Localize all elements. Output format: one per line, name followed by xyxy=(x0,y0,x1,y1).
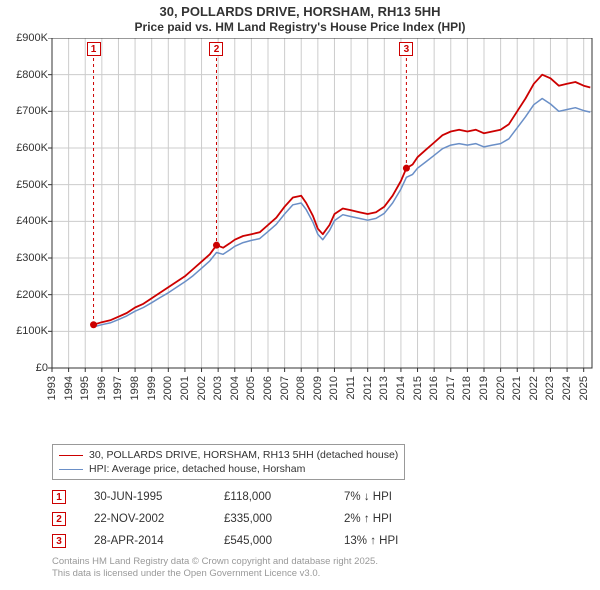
x-axis-tick-label: 2019 xyxy=(478,376,490,400)
chart-svg xyxy=(0,38,600,408)
x-axis-tick-label: 2008 xyxy=(295,376,307,400)
x-axis-tick-label: 1997 xyxy=(112,376,124,400)
x-axis-tick-label: 2014 xyxy=(395,376,407,400)
sale-price: £335,000 xyxy=(224,513,344,525)
x-axis-tick-label: 2025 xyxy=(578,376,590,400)
legend-swatch xyxy=(59,469,83,470)
sale-date: 30-JUN-1995 xyxy=(94,491,224,503)
x-axis-tick-label: 2018 xyxy=(461,376,473,400)
sale-price: £118,000 xyxy=(224,491,344,503)
x-axis-tick-label: 1996 xyxy=(96,376,108,400)
chart-subtitle: Price paid vs. HM Land Registry's House … xyxy=(0,20,600,34)
y-axis-tick-label: £100K xyxy=(4,325,48,337)
x-axis-tick-label: 2015 xyxy=(412,376,424,400)
y-axis-tick-label: £300K xyxy=(4,252,48,264)
sale-row-marker: 2 xyxy=(52,512,66,526)
x-axis-tick-label: 2001 xyxy=(179,376,191,400)
legend-item: HPI: Average price, detached house, Hors… xyxy=(59,462,398,476)
x-axis-tick-label: 2016 xyxy=(428,376,440,400)
sale-price: £545,000 xyxy=(224,535,344,547)
x-axis-tick-label: 2009 xyxy=(312,376,324,400)
copyright-line: This data is licensed under the Open Gov… xyxy=(52,568,378,580)
x-axis-tick-label: 2024 xyxy=(561,376,573,400)
x-axis-tick-label: 2017 xyxy=(445,376,457,400)
sale-hpi-diff: 7% ↓ HPI xyxy=(344,491,464,503)
x-axis-tick-label: 2002 xyxy=(196,376,208,400)
chart-titles: 30, POLLARDS DRIVE, HORSHAM, RH13 5HH Pr… xyxy=(0,0,600,34)
sale-marker-dot xyxy=(403,165,410,172)
x-axis-tick-label: 2013 xyxy=(378,376,390,400)
sale-date: 22-NOV-2002 xyxy=(94,513,224,525)
x-axis-tick-label: 2000 xyxy=(162,376,174,400)
y-axis-tick-label: £400K xyxy=(4,215,48,227)
sale-hpi-diff: 13% ↑ HPI xyxy=(344,535,464,547)
x-axis-tick-label: 1998 xyxy=(129,376,141,400)
y-axis-tick-label: £200K xyxy=(4,289,48,301)
legend-label: 30, POLLARDS DRIVE, HORSHAM, RH13 5HH (d… xyxy=(89,449,398,461)
copyright-notice: Contains HM Land Registry data © Crown c… xyxy=(52,556,378,580)
x-axis-tick-label: 1994 xyxy=(63,376,75,400)
chart-container: { "title": "30, POLLARDS DRIVE, HORSHAM,… xyxy=(0,0,600,590)
x-axis-tick-label: 2020 xyxy=(495,376,507,400)
sale-row-marker: 1 xyxy=(52,490,66,504)
x-axis-tick-label: 1999 xyxy=(146,376,158,400)
x-axis-tick-label: 2012 xyxy=(362,376,374,400)
y-axis-tick-label: £0 xyxy=(4,362,48,374)
sale-row: 3 28-APR-2014£545,00013% ↑ HPI xyxy=(52,530,464,552)
sale-date: 28-APR-2014 xyxy=(94,535,224,547)
x-axis-tick-label: 2003 xyxy=(212,376,224,400)
sale-marker-dot xyxy=(213,242,220,249)
y-axis-tick-label: £800K xyxy=(4,69,48,81)
x-axis-tick-label: 2011 xyxy=(345,376,357,400)
x-axis-tick-label: 2007 xyxy=(279,376,291,400)
sale-marker-label: 3 xyxy=(399,42,413,56)
sale-row: 2 22-NOV-2002£335,0002% ↑ HPI xyxy=(52,508,464,530)
x-axis-tick-label: 2022 xyxy=(528,376,540,400)
plot-border xyxy=(52,38,592,368)
y-axis-tick-label: £900K xyxy=(4,32,48,44)
sales-table: 1 30-JUN-1995£118,0007% ↓ HPI 2 22-NOV-2002… xyxy=(52,486,464,552)
sale-row: 1 30-JUN-1995£118,0007% ↓ HPI xyxy=(52,486,464,508)
x-axis-tick-label: 2021 xyxy=(511,376,523,400)
legend: 30, POLLARDS DRIVE, HORSHAM, RH13 5HH (d… xyxy=(52,444,405,480)
y-axis-tick-label: £500K xyxy=(4,179,48,191)
copyright-line: Contains HM Land Registry data © Crown c… xyxy=(52,556,378,568)
sale-hpi-diff: 2% ↑ HPI xyxy=(344,513,464,525)
x-axis-tick-label: 2010 xyxy=(328,376,340,400)
x-axis-tick-label: 2004 xyxy=(229,376,241,400)
y-axis-tick-label: £600K xyxy=(4,142,48,154)
y-axis-tick-label: £700K xyxy=(4,105,48,117)
sale-marker-label: 1 xyxy=(87,42,101,56)
x-axis-tick-label: 1993 xyxy=(46,376,58,400)
chart-title: 30, POLLARDS DRIVE, HORSHAM, RH13 5HH xyxy=(0,4,600,19)
x-axis-tick-label: 2023 xyxy=(544,376,556,400)
legend-item: 30, POLLARDS DRIVE, HORSHAM, RH13 5HH (d… xyxy=(59,448,398,462)
x-axis-tick-label: 2006 xyxy=(262,376,274,400)
sale-marker-label: 2 xyxy=(209,42,223,56)
x-axis-tick-label: 2005 xyxy=(245,376,257,400)
plot-area: £0 £100K £200K £300K £400K £500K £600K £700K £80… xyxy=(0,38,600,413)
sale-marker-dot xyxy=(90,321,97,328)
legend-swatch xyxy=(59,455,83,456)
sale-row-marker: 3 xyxy=(52,534,66,548)
x-axis-tick-label: 1995 xyxy=(79,376,91,400)
legend-label: HPI: Average price, detached house, Hors… xyxy=(89,463,305,475)
